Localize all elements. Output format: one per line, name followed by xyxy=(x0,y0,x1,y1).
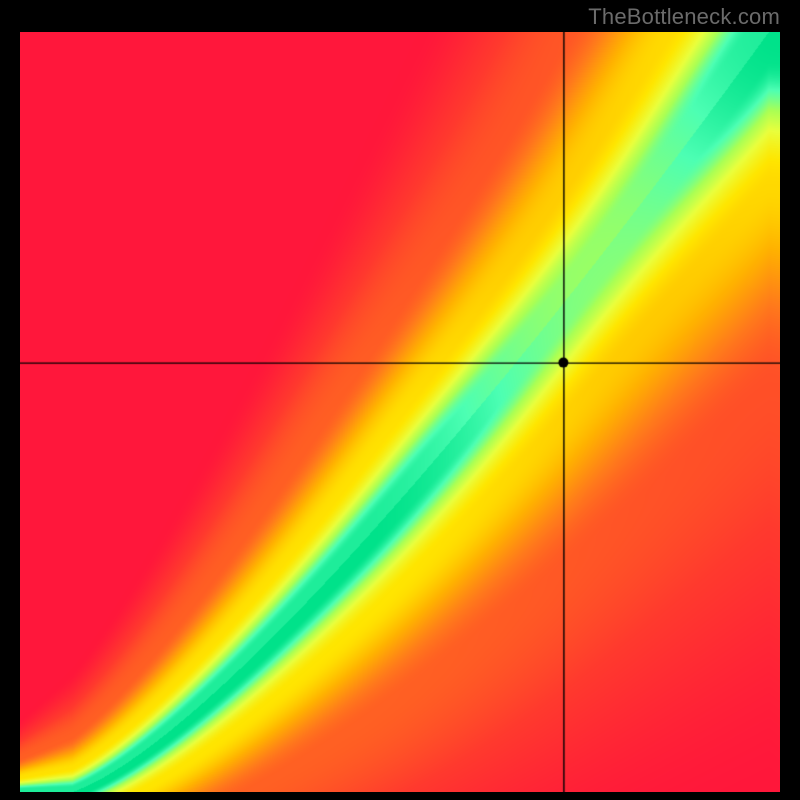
watermark-text: TheBottleneck.com xyxy=(588,4,780,30)
figure-container: TheBottleneck.com xyxy=(0,0,800,800)
heatmap-plot xyxy=(20,32,780,792)
